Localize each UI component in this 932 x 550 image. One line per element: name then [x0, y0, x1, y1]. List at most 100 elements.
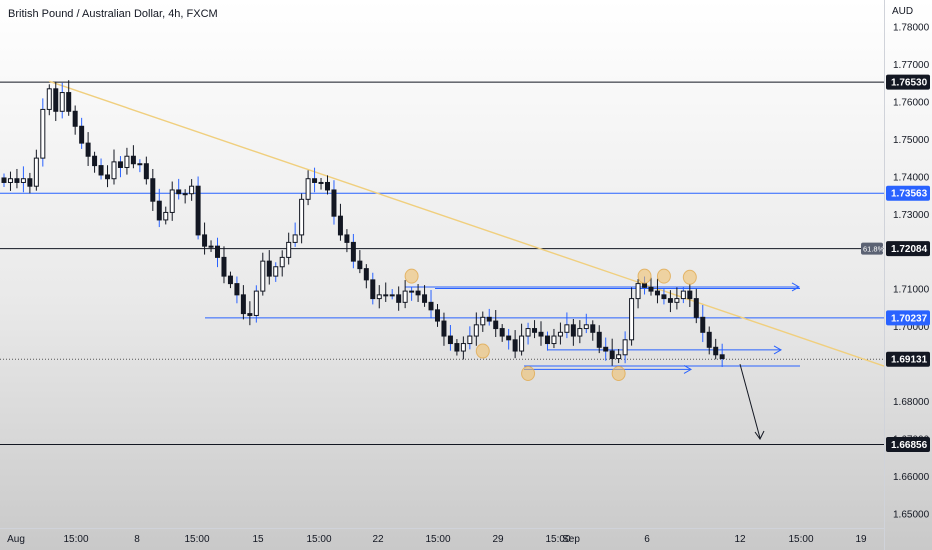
candle — [532, 328, 538, 333]
x-tick-label: 15:00 — [425, 534, 450, 545]
candle — [629, 298, 635, 341]
candle — [286, 241, 292, 258]
y-tick-label: 1.77000 — [893, 60, 930, 71]
pivot-marker — [404, 268, 419, 284]
candle — [111, 161, 117, 180]
candle — [654, 290, 660, 296]
candle — [564, 324, 570, 333]
candle — [693, 298, 699, 318]
y-tick-label: 1.73000 — [893, 210, 930, 221]
candle — [221, 256, 227, 277]
x-tick-label: 19 — [855, 534, 867, 545]
pivot-markers — [404, 268, 697, 382]
candle — [176, 189, 182, 195]
y-tick-label: 1.74000 — [893, 172, 930, 183]
candle — [344, 234, 350, 243]
candle — [525, 328, 531, 337]
candle — [20, 178, 26, 183]
candle — [544, 335, 550, 345]
range-arrow — [791, 282, 801, 292]
candle — [215, 245, 221, 258]
x-tick-label: Sep — [562, 534, 580, 545]
candle — [667, 298, 673, 303]
candle — [299, 198, 305, 236]
candle — [98, 165, 104, 176]
x-tick-label: 22 — [372, 534, 384, 545]
x-tick-label: 15:00 — [306, 534, 331, 545]
candle — [273, 266, 279, 277]
candle — [253, 290, 259, 316]
x-tick-label: 15:00 — [63, 534, 88, 545]
candle — [7, 178, 13, 183]
candle — [616, 354, 622, 360]
candle — [279, 256, 285, 268]
candle — [441, 320, 447, 337]
candle — [473, 324, 479, 337]
price-pill — [886, 241, 930, 257]
y-tick-label: 1.70000 — [893, 322, 930, 333]
candle — [105, 174, 111, 180]
price-pill-label: 1.73563 — [891, 189, 928, 200]
x-tick-label: 6 — [644, 534, 650, 545]
candle — [260, 260, 266, 292]
price-pill-label: 1.76530 — [891, 78, 928, 89]
candle — [234, 283, 240, 296]
candle — [227, 275, 233, 285]
candle — [680, 290, 686, 300]
y-tick-label: 1.66000 — [893, 472, 930, 483]
candle — [519, 335, 525, 352]
candle — [713, 346, 719, 356]
candle — [583, 324, 589, 330]
fib-pill — [861, 242, 883, 255]
candle — [305, 178, 311, 200]
x-tick-label: 15 — [252, 534, 264, 545]
candle — [143, 163, 149, 180]
candle — [357, 260, 363, 270]
candle — [117, 161, 123, 168]
zone-lines — [405, 282, 801, 440]
pivot-marker — [611, 366, 626, 382]
candle — [422, 294, 428, 303]
candle — [46, 88, 52, 110]
candle — [137, 163, 143, 166]
y-tick-label: 1.68000 — [893, 397, 930, 408]
candle — [33, 157, 39, 187]
candle — [706, 331, 712, 348]
candle — [156, 200, 162, 221]
candle — [363, 268, 369, 281]
x-tick-label: 8 — [134, 534, 140, 545]
candle — [609, 350, 615, 360]
candles — [1, 80, 725, 367]
x-tick-label: 15:00 — [545, 534, 570, 545]
candle — [370, 279, 376, 300]
candle — [648, 286, 654, 292]
candle — [325, 181, 330, 191]
projection-arrow — [739, 364, 761, 439]
candle — [163, 211, 169, 221]
candle — [428, 301, 434, 311]
candle — [14, 178, 20, 183]
fib-label: 61.8% — [863, 245, 885, 254]
candle — [189, 185, 195, 195]
candle — [551, 335, 557, 345]
candle — [719, 354, 725, 360]
pivot-marker — [682, 269, 697, 285]
price-pill — [886, 351, 930, 367]
trendline — [49, 80, 885, 367]
candle — [499, 328, 505, 337]
candle — [557, 331, 563, 337]
candle — [635, 283, 641, 300]
candle — [447, 335, 453, 345]
candle — [389, 294, 395, 297]
price-pill — [886, 74, 930, 90]
candle — [538, 331, 544, 337]
candle — [124, 155, 130, 168]
candle — [674, 298, 680, 303]
candle — [266, 260, 272, 277]
y-tick-label: 1.75000 — [893, 135, 930, 146]
candle — [415, 290, 421, 296]
y-tick-label: 1.76000 — [893, 97, 930, 108]
candle — [493, 320, 499, 330]
